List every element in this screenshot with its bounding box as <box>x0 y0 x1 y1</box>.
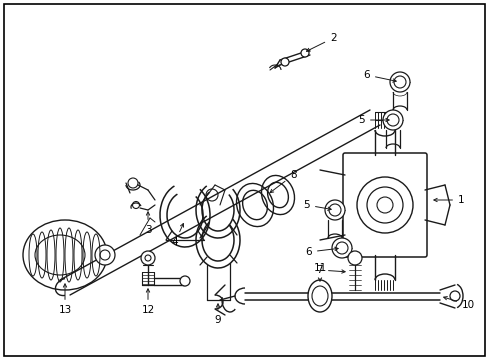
Text: 11: 11 <box>313 263 326 281</box>
Circle shape <box>389 72 409 92</box>
Text: 6: 6 <box>305 247 338 257</box>
Circle shape <box>325 200 345 220</box>
Text: 3: 3 <box>144 212 151 235</box>
Circle shape <box>449 291 459 301</box>
Ellipse shape <box>307 280 331 312</box>
Text: 6: 6 <box>363 70 395 82</box>
Circle shape <box>382 110 402 130</box>
Text: 4: 4 <box>171 224 183 247</box>
Circle shape <box>281 58 288 66</box>
Circle shape <box>180 276 190 286</box>
Text: 8: 8 <box>269 170 296 193</box>
Circle shape <box>95 245 115 265</box>
Circle shape <box>331 238 351 258</box>
Circle shape <box>301 49 308 57</box>
Text: 9: 9 <box>214 304 221 325</box>
Text: 5: 5 <box>303 200 330 210</box>
Text: 5: 5 <box>358 115 388 125</box>
Text: 12: 12 <box>141 289 154 315</box>
Text: 1: 1 <box>433 195 464 205</box>
Text: 7: 7 <box>316 265 345 275</box>
Text: 13: 13 <box>58 284 71 315</box>
Text: 2: 2 <box>306 33 336 51</box>
Text: 10: 10 <box>443 297 474 310</box>
Circle shape <box>141 251 155 265</box>
Circle shape <box>347 251 361 265</box>
FancyBboxPatch shape <box>342 153 426 257</box>
